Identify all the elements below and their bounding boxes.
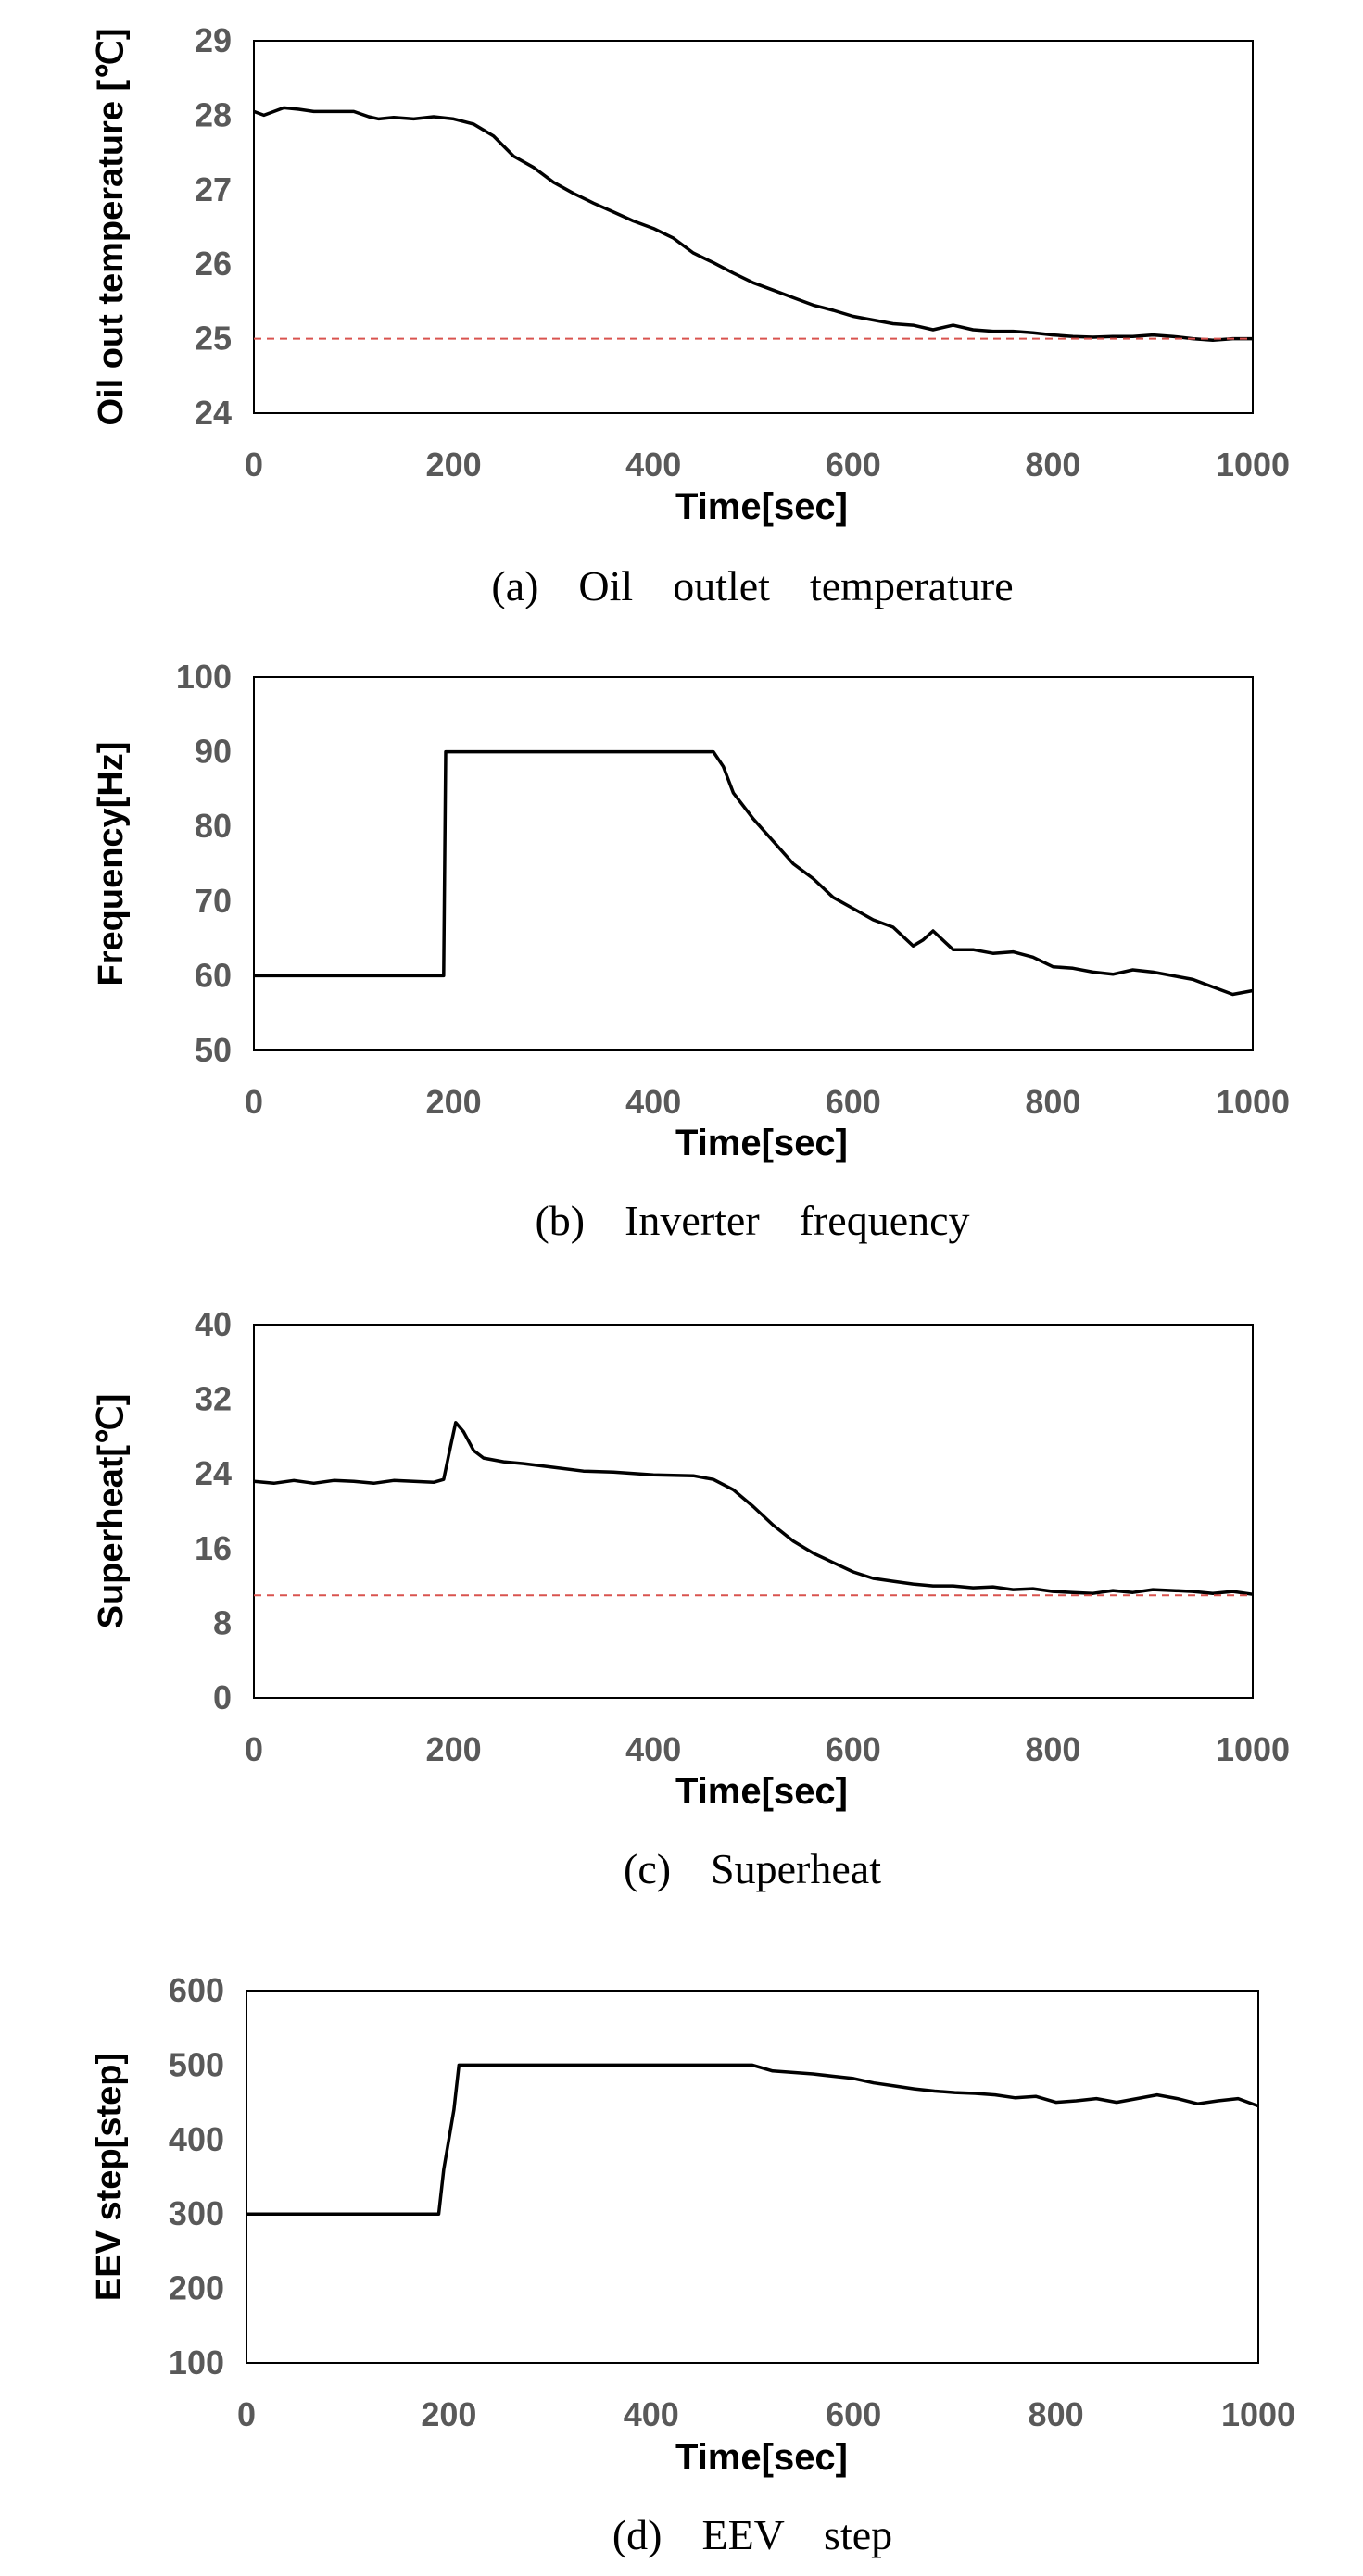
x-tick-labels: 0 200 400 600 800 1000 <box>245 1730 1290 1768</box>
x-tick-labels: 0 200 400 600 800 1000 <box>245 1083 1290 1121</box>
x-tick-label: 1000 <box>1216 446 1290 484</box>
x-axis-label: Time[sec] <box>675 2437 848 2478</box>
panel-superheat: 0 8 16 24 32 40 0 200 400 600 800 1000 Superheat[℃… <box>92 1305 1290 1892</box>
y-tick-label: 100 <box>176 658 232 696</box>
x-axis-label: Time[sec] <box>675 1123 848 1163</box>
y-axis-label: Oil out temperature [℃] <box>92 28 131 425</box>
data-line <box>246 2063 1259 2216</box>
y-tick-label: 24 <box>195 1454 232 1492</box>
y-tick-label: 0 <box>213 1678 232 1716</box>
x-tick-label: 200 <box>426 1083 482 1121</box>
x-tick-label: 1000 <box>1216 1083 1290 1121</box>
plot-area <box>253 40 1254 414</box>
x-tick-label: 1000 <box>1216 1730 1290 1768</box>
y-tick-label: 70 <box>195 882 232 920</box>
plot-area <box>253 676 1254 1051</box>
x-tick-label: 200 <box>426 446 482 484</box>
panel-caption: (d) EEV step <box>612 2511 892 2558</box>
x-tick-label: 800 <box>1025 1730 1080 1768</box>
panel-inverter-frequency: 50 60 70 80 90 100 0 200 400 600 800 1000 Frequenc… <box>92 658 1290 1244</box>
x-tick-label: 400 <box>624 2395 679 2433</box>
x-tick-label: 600 <box>826 2395 881 2433</box>
x-tick-label: 800 <box>1025 446 1080 484</box>
y-tick-label: 24 <box>195 394 232 432</box>
y-tick-label: 60 <box>195 956 232 994</box>
panel-caption: (b) Inverter frequency <box>535 1197 969 1244</box>
y-tick-label: 100 <box>169 2344 224 2381</box>
plot-area <box>246 1990 1259 2364</box>
x-tick-label: 0 <box>237 2395 256 2433</box>
panel-caption: (a) Oil outlet temperature <box>491 562 1013 609</box>
x-tick-label: 800 <box>1029 2395 1084 2433</box>
y-tick-label: 90 <box>195 733 232 771</box>
x-tick-label: 400 <box>625 1730 681 1768</box>
y-axis-label: Superheat[℃] <box>92 1394 131 1629</box>
y-tick-label: 80 <box>195 807 232 845</box>
y-tick-label: 8 <box>213 1603 232 1641</box>
series-lines <box>253 1421 1254 1597</box>
y-tick-label: 27 <box>195 170 232 208</box>
x-tick-label: 400 <box>625 1083 681 1121</box>
x-axis-label: Time[sec] <box>675 486 848 527</box>
series-lines <box>253 106 1253 342</box>
y-tick-labels: 100 200 300 400 500 600 <box>169 1971 224 2381</box>
x-tick-label: 0 <box>245 1730 263 1768</box>
x-tick-label: 1000 <box>1221 2395 1295 2433</box>
x-tick-label: 600 <box>826 1083 881 1121</box>
y-axis-label: EEV step[step] <box>90 2053 129 2301</box>
y-tick-label: 500 <box>169 2045 224 2083</box>
x-tick-label: 600 <box>826 1730 881 1768</box>
y-tick-label: 200 <box>169 2269 224 2307</box>
y-tick-label: 40 <box>195 1305 232 1343</box>
series-lines <box>254 749 1254 997</box>
y-tick-labels: 24 25 26 27 28 29 <box>195 21 232 432</box>
y-tick-labels: 50 60 70 80 90 100 <box>176 658 232 1069</box>
data-line <box>254 749 1254 997</box>
x-axis-label: Time[sec] <box>675 1771 848 1812</box>
x-tick-label: 0 <box>245 1083 263 1121</box>
x-tick-label: 400 <box>625 446 681 484</box>
panel-oil-outlet-temperature: 24 25 26 27 28 29 0 200 400 600 800 1000 Oil out t… <box>92 21 1290 609</box>
x-tick-label: 0 <box>245 446 263 484</box>
y-tick-label: 600 <box>169 1971 224 2009</box>
y-tick-label: 400 <box>169 2120 224 2158</box>
y-axis-label: Frequency[Hz] <box>92 742 131 986</box>
y-tick-label: 300 <box>169 2194 224 2232</box>
data-line <box>253 1421 1254 1596</box>
y-tick-label: 29 <box>195 21 232 59</box>
x-tick-label: 800 <box>1025 1083 1080 1121</box>
x-tick-label: 200 <box>421 2395 476 2433</box>
data-line <box>253 106 1253 342</box>
y-tick-label: 50 <box>195 1031 232 1069</box>
y-tick-label: 28 <box>195 95 232 133</box>
series-lines <box>246 2063 1259 2216</box>
y-tick-label: 32 <box>195 1380 232 1418</box>
panel-eev-step: 100 200 300 400 500 600 0 200 400 600 800 1000 EEV… <box>90 1971 1295 2558</box>
y-tick-label: 16 <box>195 1529 232 1567</box>
plot-area <box>253 1324 1254 1699</box>
panel-caption: (c) Superheat <box>624 1845 881 1892</box>
x-tick-labels: 0 200 400 600 800 1000 <box>237 2395 1295 2433</box>
y-tick-label: 26 <box>195 245 232 283</box>
y-tick-label: 25 <box>195 320 232 358</box>
x-tick-label: 600 <box>826 446 881 484</box>
y-tick-labels: 0 8 16 24 32 40 <box>195 1305 232 1716</box>
x-tick-labels: 0 200 400 600 800 1000 <box>245 446 1290 484</box>
x-tick-label: 200 <box>426 1730 482 1768</box>
